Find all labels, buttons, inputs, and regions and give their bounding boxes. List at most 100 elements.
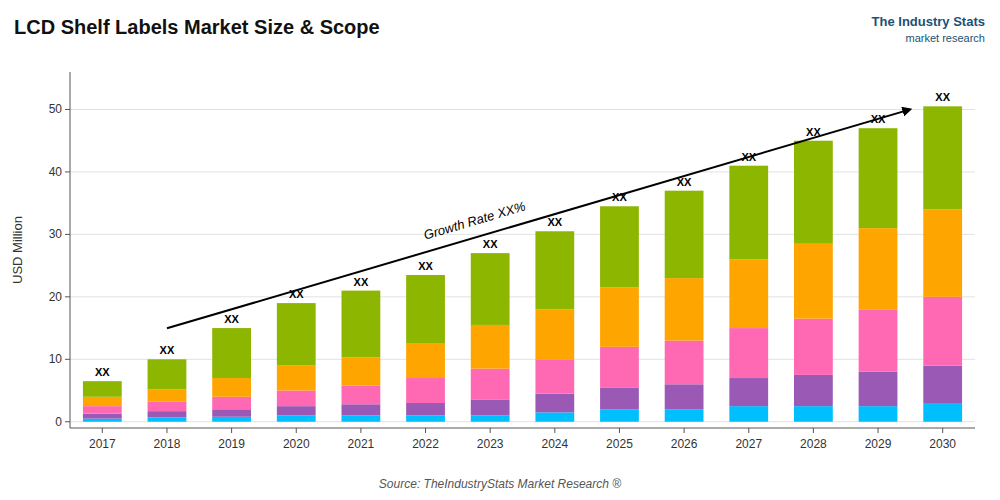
- bar-segment: [83, 381, 122, 397]
- y-tick: [65, 234, 70, 235]
- y-tick-label: 20: [49, 290, 63, 304]
- bar-segment: [665, 278, 704, 340]
- y-tick: [65, 171, 70, 172]
- bar-segment: [600, 347, 639, 388]
- x-tick-label: 2028: [800, 437, 827, 451]
- bar-segment: [535, 231, 574, 309]
- bar-segment: [859, 128, 898, 228]
- bar-segment: [406, 344, 445, 378]
- y-tick-label: 40: [49, 165, 63, 179]
- bar-segment: [342, 404, 381, 415]
- bar-segment: [277, 416, 316, 422]
- grid: [70, 109, 975, 421]
- bar-segment: [923, 366, 962, 403]
- bar-annotation: XX: [224, 313, 239, 325]
- bar-segment: [148, 389, 187, 401]
- y-tick-label: 0: [55, 415, 62, 429]
- bar-segment: [212, 397, 251, 409]
- bar-annotation: XX: [483, 238, 498, 250]
- bar-annotation: XX: [935, 91, 950, 103]
- bar-segment: [277, 366, 316, 391]
- x-tick-label: 2022: [412, 437, 439, 451]
- bar-segment: [859, 406, 898, 422]
- bar-segment: [212, 328, 251, 378]
- x-tick: [813, 428, 814, 433]
- grid-line: [70, 359, 975, 360]
- x-tick-label: 2023: [477, 437, 504, 451]
- bar-segment: [148, 411, 187, 417]
- y-tick-label: 50: [49, 102, 63, 116]
- bar-annotation: XX: [418, 260, 433, 272]
- x-tick: [296, 428, 297, 433]
- x-tick-label: 2030: [929, 437, 956, 451]
- bar-segment: [83, 419, 122, 422]
- x-tick-label: 2017: [89, 437, 116, 451]
- bar-segment: [471, 416, 510, 422]
- bar-segment: [342, 291, 381, 358]
- x-tick: [102, 428, 103, 433]
- bar-annotation: XX: [160, 344, 175, 356]
- bar-segment: [923, 209, 962, 296]
- grid-line: [70, 171, 975, 172]
- bar-segment: [794, 319, 833, 375]
- x-axis: [70, 428, 975, 429]
- bar-segment: [471, 400, 510, 416]
- growth-arrow: [167, 109, 910, 328]
- x-tick-label: 2018: [154, 437, 181, 451]
- bar-segment: [406, 403, 445, 415]
- bar-segment: [277, 303, 316, 365]
- bar-segment: [794, 406, 833, 422]
- bar-segment: [406, 378, 445, 403]
- bar-segment: [600, 409, 639, 421]
- bar-segment: [923, 403, 962, 422]
- x-tick: [554, 428, 555, 433]
- x-tick-label: 2019: [218, 437, 245, 451]
- x-tick-label: 2024: [541, 437, 568, 451]
- bar-segment: [794, 141, 833, 244]
- bar-segment: [535, 309, 574, 359]
- chart: 0102030405020172018201920202021202220232…: [0, 0, 1000, 500]
- x-tick: [748, 428, 749, 433]
- bar-segment: [729, 378, 768, 406]
- bar-segment: [342, 416, 381, 422]
- bar-segment: [148, 359, 187, 389]
- bar-segment: [83, 397, 122, 406]
- bar-segment: [148, 417, 187, 421]
- bar-segment: [212, 417, 251, 422]
- bar-annotation: XX: [547, 216, 562, 228]
- x-tick: [490, 428, 491, 433]
- bar-segment: [859, 228, 898, 309]
- bar-segment: [600, 287, 639, 346]
- bar-segment: [535, 412, 574, 421]
- bar-annotation: XX: [354, 276, 369, 288]
- x-tick: [425, 428, 426, 433]
- x-tick-label: 2020: [283, 437, 310, 451]
- x-tick: [619, 428, 620, 433]
- bar-segment: [342, 386, 381, 405]
- bar-segment: [665, 191, 704, 278]
- bar-segment: [406, 416, 445, 422]
- bar-segment: [535, 359, 574, 393]
- bar-segment: [729, 328, 768, 378]
- bar-segment: [665, 409, 704, 421]
- x-tick-label: 2025: [606, 437, 633, 451]
- bar-segment: [535, 394, 574, 413]
- bar-segment: [729, 259, 768, 328]
- source-text: Source: TheIndustryStats Market Research…: [379, 477, 621, 491]
- bars: [83, 106, 962, 421]
- title: LCD Shelf Labels Market Size & Scope: [14, 16, 380, 38]
- grid-line: [70, 234, 975, 235]
- y-tick-label: 10: [49, 352, 63, 366]
- bar-segment: [471, 369, 510, 400]
- bar-segment: [923, 297, 962, 366]
- grid-line: [70, 109, 975, 110]
- bar-segment: [406, 275, 445, 344]
- grid-line: [70, 421, 975, 422]
- arrow-label: Growth Rate XX%: [422, 198, 527, 242]
- bar-segment: [212, 409, 251, 416]
- y-axis-label: USD Million: [10, 216, 25, 284]
- x-tick-label: 2027: [735, 437, 762, 451]
- bar-segment: [923, 106, 962, 209]
- bar-segment: [600, 387, 639, 409]
- bar-segment: [83, 406, 122, 413]
